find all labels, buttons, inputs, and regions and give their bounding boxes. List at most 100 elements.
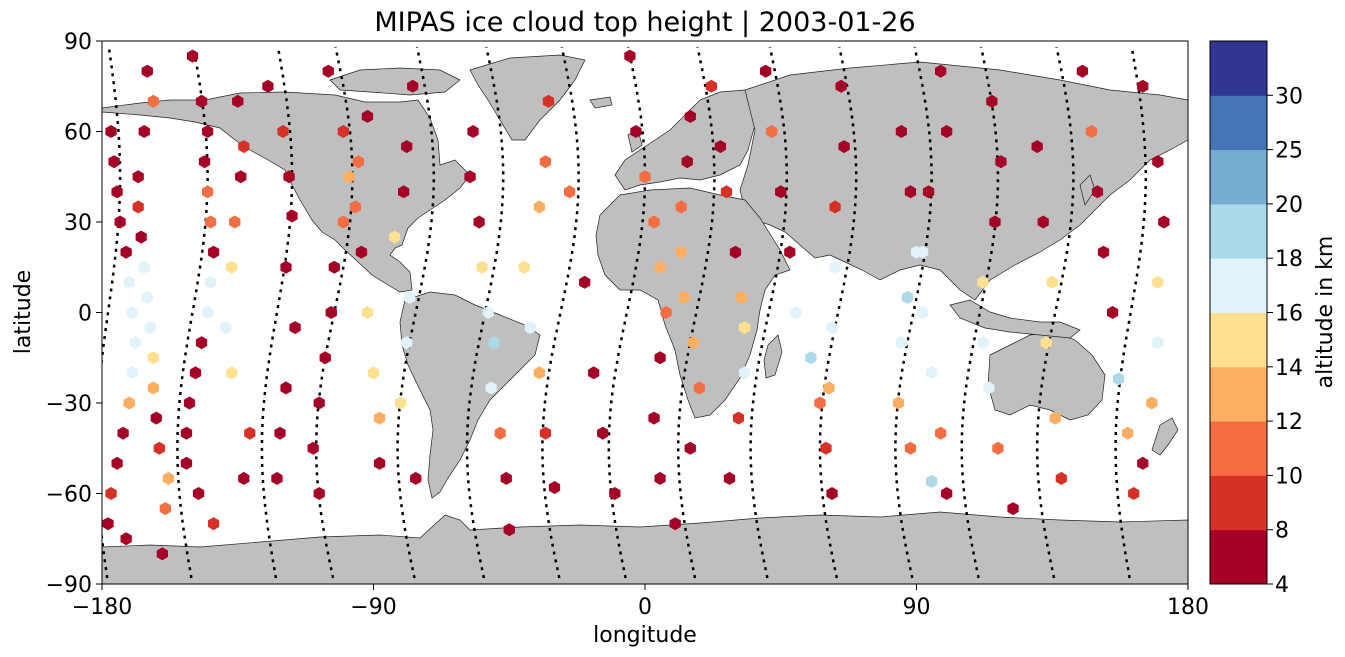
cloud-marker	[220, 321, 232, 335]
cloud-marker	[648, 411, 660, 425]
colorbar-swatch	[1210, 203, 1267, 259]
cloud-marker	[226, 260, 238, 274]
cloud-marker	[126, 306, 138, 319]
cloud-marker	[111, 185, 123, 199]
x-tick-label: −180	[72, 595, 132, 620]
cloud-marker	[482, 306, 494, 319]
cloud-marker	[654, 260, 666, 274]
cloud-marker	[675, 245, 687, 259]
cloud-marker	[539, 426, 552, 440]
cloud-marker	[289, 321, 301, 335]
cloud-marker	[1055, 471, 1067, 485]
cloud-marker	[1107, 306, 1119, 319]
land-maritime-continent	[949, 299, 1081, 339]
cloud-marker	[202, 185, 214, 199]
cloud-marker	[738, 321, 751, 335]
cloud-marker	[654, 351, 666, 365]
cloud-marker	[208, 517, 220, 531]
colorbar-tick-label: 30	[1275, 84, 1303, 109]
orbit-tracks	[102, 46, 1148, 579]
cloud-marker	[108, 155, 120, 169]
cloud-marker	[977, 336, 989, 350]
cloud-marker	[159, 502, 171, 516]
cloud-marker	[274, 426, 286, 440]
cloud-marker	[1152, 275, 1164, 289]
cloud-marker	[102, 517, 114, 531]
chart-title: MIPAS ice cloud top height | 2003-01-26	[374, 7, 915, 38]
cloud-marker	[941, 125, 953, 138]
cloud-marker	[895, 125, 907, 138]
cloud-marker	[669, 517, 681, 531]
cloud-marker	[1146, 396, 1158, 410]
cloud-marker	[120, 245, 132, 259]
cloud-marker	[361, 109, 374, 123]
cloud-marker	[147, 381, 159, 395]
orbit-track	[818, 46, 858, 579]
cloud-marker	[313, 487, 325, 500]
cloud-marker	[775, 185, 787, 199]
cloud-marker	[548, 481, 561, 494]
cloud-marker	[720, 185, 733, 199]
cloud-marker	[277, 125, 289, 138]
cloud-marker	[238, 471, 250, 485]
cloud-marker	[687, 336, 699, 350]
cloud-marker	[738, 366, 751, 380]
cloud-marker	[533, 366, 545, 380]
cloud-marker	[129, 336, 141, 350]
cloud-marker	[195, 336, 208, 350]
cloud-marker	[235, 170, 247, 184]
cloud-marker	[904, 185, 917, 199]
orbit-track	[960, 46, 1000, 579]
cloud-marker	[624, 49, 636, 63]
cloud-marker	[202, 125, 214, 138]
cloud-marker	[189, 366, 202, 380]
cloud-marker	[389, 230, 401, 244]
cloud-marker	[977, 275, 989, 289]
cloud-marker	[398, 185, 410, 199]
cloud-marker	[232, 94, 244, 108]
cloud-marker	[153, 441, 165, 455]
cloud-marker	[271, 471, 283, 485]
colorbar-tick-label: 4	[1275, 573, 1289, 598]
cloud-marker	[935, 64, 947, 78]
cloud-marker	[147, 94, 159, 108]
plot-area	[101, 40, 1189, 585]
cloud-marker	[325, 306, 337, 319]
cloud-marker	[192, 487, 205, 500]
cloud-marker	[995, 155, 1007, 169]
land-arctic-islands	[329, 67, 461, 96]
cloud-marker	[989, 215, 1001, 229]
cloud-marker	[401, 336, 413, 350]
cloud-marker	[156, 547, 168, 561]
y-tick-label: −60	[46, 483, 92, 508]
cloud-marker	[823, 381, 835, 395]
cloud-marker	[805, 351, 817, 365]
x-tick-label: 0	[638, 595, 652, 620]
cloud-marker	[660, 306, 672, 319]
colorbar-swatch	[1210, 529, 1267, 585]
colorbar-swatch	[1210, 421, 1267, 476]
cloud-marker	[476, 260, 488, 274]
cloud-marker	[1158, 215, 1170, 229]
cloud-marker	[144, 321, 156, 335]
cloud-marker	[162, 471, 174, 485]
cloud-marker	[790, 306, 802, 319]
cloud-marker	[829, 200, 841, 214]
cloud-marker	[229, 215, 241, 229]
colorbar-swatch	[1210, 258, 1267, 313]
cloud-marker	[935, 426, 947, 440]
cloud-marker	[373, 411, 386, 425]
cloud-marker	[588, 366, 600, 380]
x-tick-label: 180	[1167, 595, 1209, 620]
cloud-marker	[678, 290, 690, 304]
colorbar-tick-label: 18	[1275, 247, 1303, 272]
cloud-marker	[195, 94, 208, 108]
cloud-marker	[313, 396, 325, 410]
cloud-marker	[916, 245, 929, 259]
cloud-marker	[542, 94, 555, 108]
cloud-marker	[684, 109, 696, 123]
cloud-marker	[395, 396, 407, 410]
colorbar-tick-label: 14	[1275, 356, 1303, 381]
orbit-track	[894, 46, 933, 579]
